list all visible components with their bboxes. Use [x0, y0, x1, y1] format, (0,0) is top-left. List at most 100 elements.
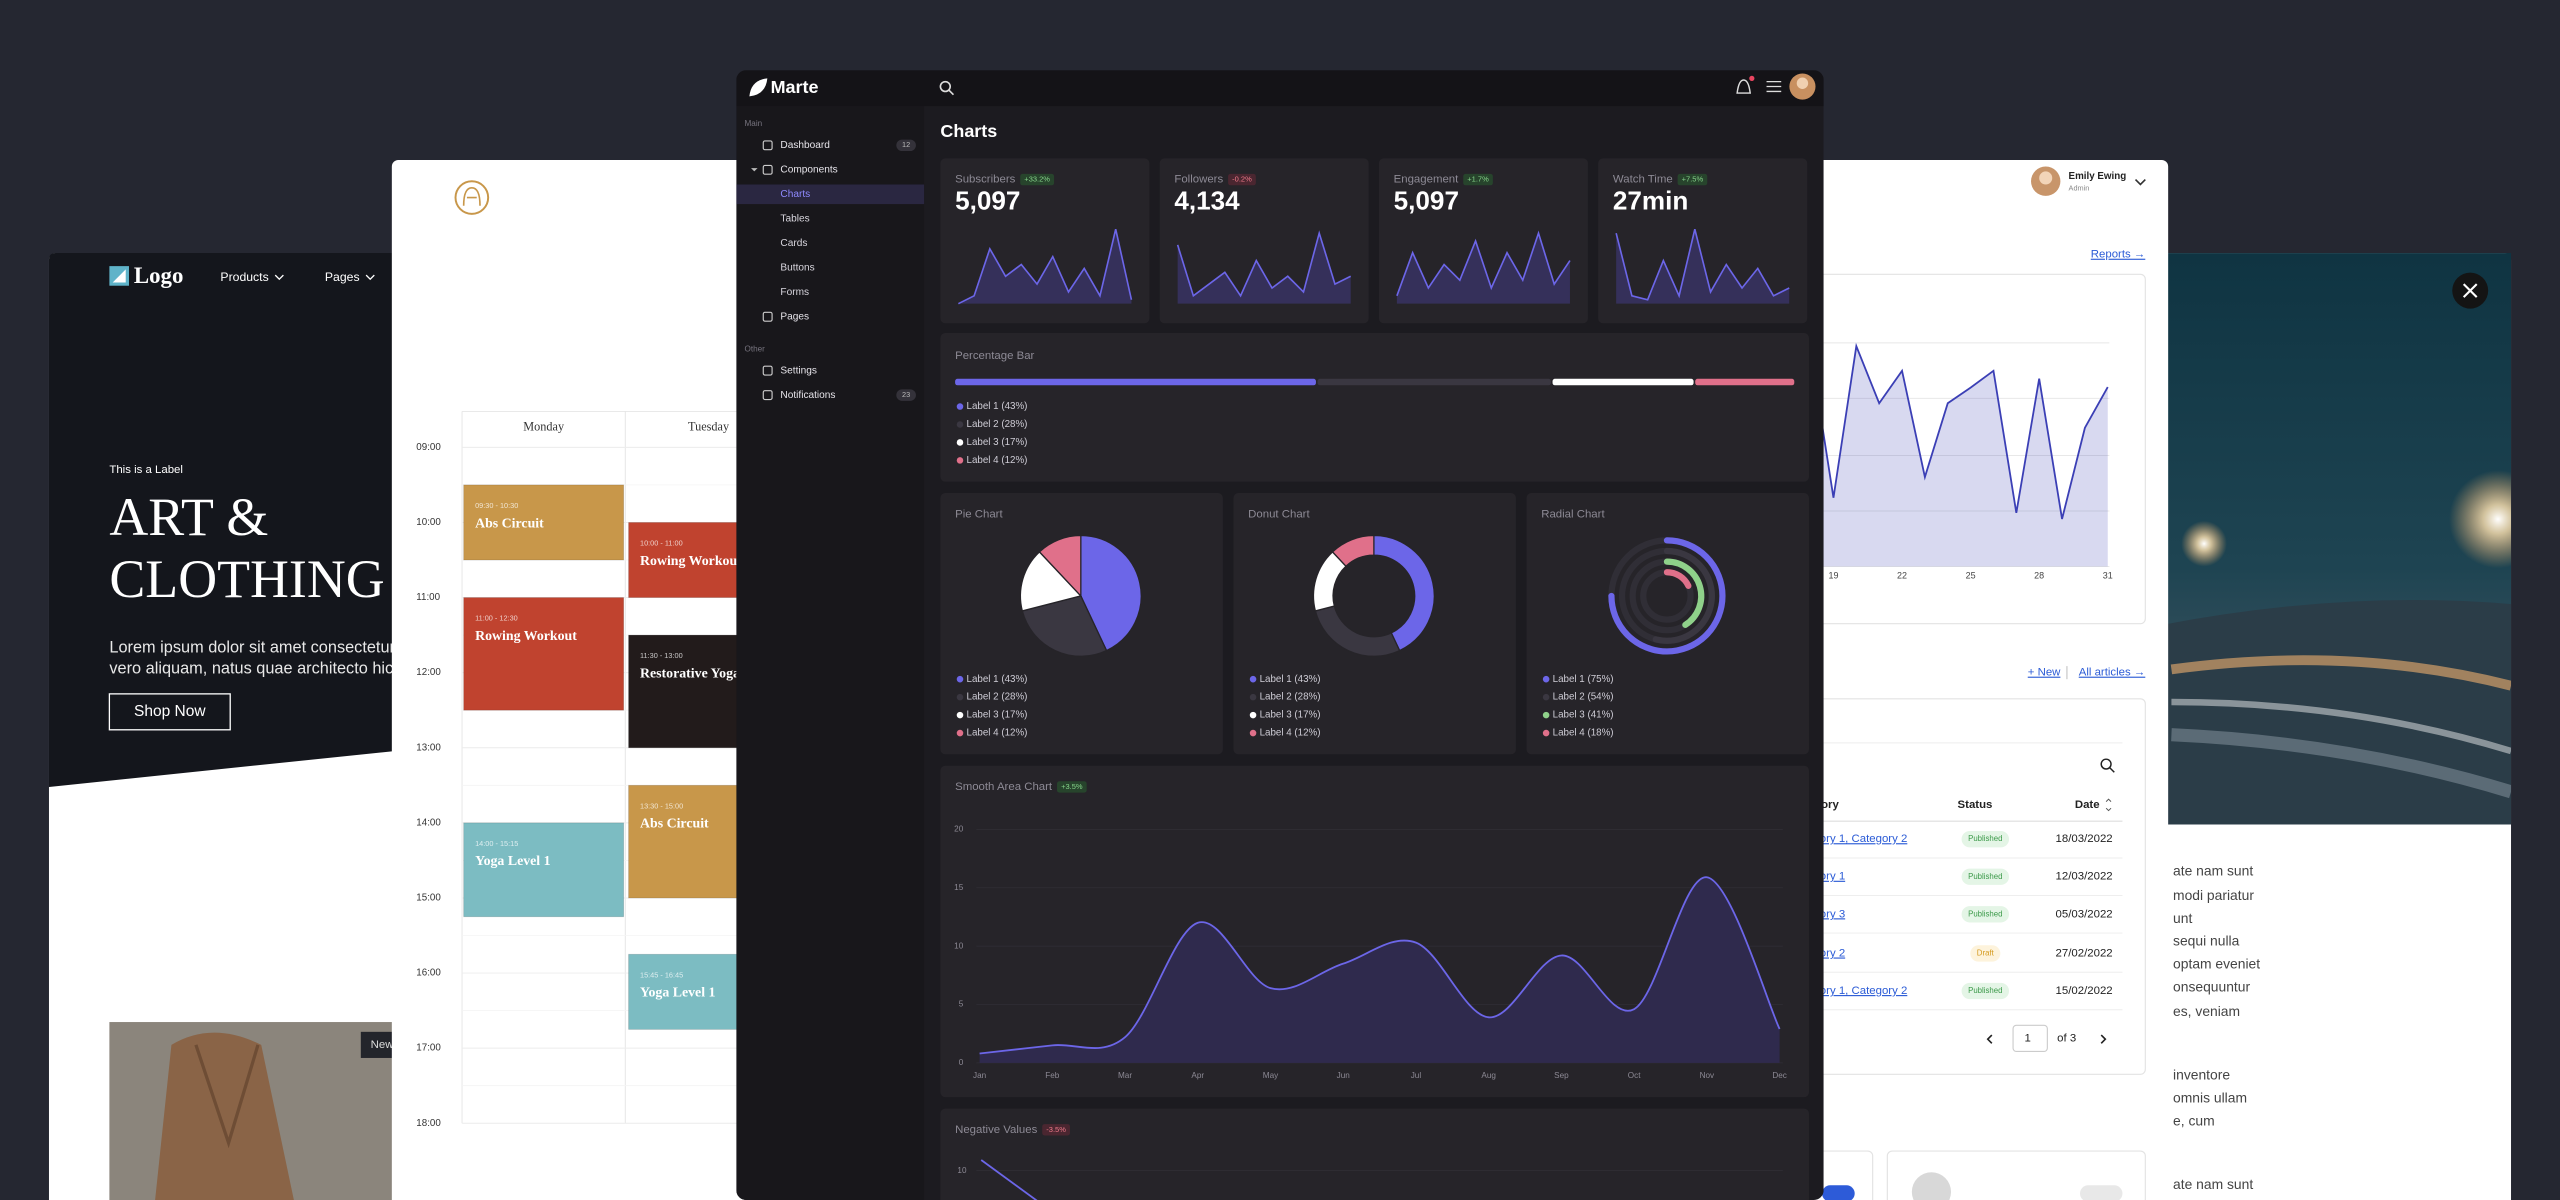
article-text: modi pariatur [2173, 887, 2254, 903]
card [1233, 493, 1516, 755]
event-title: Abs Circuit [640, 817, 709, 832]
nav-item[interactable]: Notifications [780, 390, 835, 401]
card-title: Followers [1174, 174, 1223, 186]
legend-label: Label 4 (18%) [1553, 728, 1614, 739]
article-site: ate nam sunt modi pariatur unt sequi nulla o… [2106, 253, 2512, 1200]
status-badge-bg [1961, 906, 2010, 923]
page-input[interactable] [2012, 1024, 2048, 1052]
prev-page[interactable] [1986, 1034, 1993, 1044]
card-avatar [1911, 1172, 1952, 1200]
event[interactable] [463, 484, 625, 561]
time-label: 14:00 [416, 817, 441, 828]
new-link[interactable]: + New [2028, 667, 2061, 679]
column-header: Status [1958, 799, 1993, 811]
x-tick-label: Mar [1118, 1071, 1132, 1080]
nav-chevron [274, 274, 284, 281]
legend-dot [956, 439, 964, 446]
x-tick-label: Apr [1191, 1071, 1204, 1080]
time-label: 13:00 [416, 742, 441, 753]
event-title: Abs Circuit [475, 516, 544, 531]
legend-label: Label 3 (41%) [1553, 710, 1614, 721]
shop-button-frame[interactable] [108, 693, 231, 731]
light-flare [2181, 520, 2227, 567]
article-text: optam eveniet [2173, 956, 2260, 972]
legend-dot [1542, 729, 1550, 737]
event-time: 13:30 - 15:00 [640, 801, 683, 810]
legend-label: Label 1 (43%) [1260, 674, 1321, 685]
reports-link[interactable]: Reports → [2091, 249, 2146, 261]
y-tick-label: 15 [954, 883, 964, 892]
area-line [979, 876, 1781, 1055]
date-cell: 18/03/2022 [2056, 833, 2113, 845]
stat-value: 5,097 [955, 185, 1020, 215]
hero-heading: ART & [109, 487, 268, 547]
time-label: 15:00 [416, 893, 441, 904]
nav-link[interactable]: Products [220, 270, 268, 284]
light-trail [2171, 698, 2512, 755]
hero-body: Lorem ipsum dolor sit amet consectetur [109, 638, 395, 656]
pie-slice [1080, 534, 1142, 652]
nav-subitem[interactable]: Charts [780, 189, 810, 200]
sparkline [1615, 229, 1790, 301]
nav-subitem[interactable]: Tables [780, 213, 809, 224]
card-title: Donut Chart [1248, 508, 1310, 520]
card [1526, 493, 1809, 755]
search-icon[interactable] [939, 80, 952, 93]
close-icon [2462, 283, 2478, 298]
nav-badge: 23 [902, 390, 910, 399]
nav-icon [762, 164, 773, 175]
x-tick-label: 22 [1897, 571, 1907, 581]
legend-label: Label 4 (12%) [1260, 728, 1321, 739]
sparkline [1396, 230, 1571, 297]
articles-link[interactable]: All articles → [2079, 667, 2146, 679]
nav-subitem[interactable]: Buttons [780, 262, 814, 273]
light-flare [2448, 470, 2512, 569]
bar-segment [1552, 378, 1694, 386]
nav-item[interactable]: Dashboard [780, 140, 829, 151]
hero-body: vero aliquam, natus quae architecto hic [109, 660, 393, 678]
time-label: 17:00 [416, 1043, 441, 1054]
settings-icon[interactable] [1766, 80, 1782, 93]
topbar [736, 70, 1824, 107]
light-trail [2171, 728, 2512, 799]
hero-label: This is a Label [109, 464, 183, 476]
nav-subitem[interactable]: Cards [780, 238, 807, 249]
x-tick-label: Jan [973, 1071, 986, 1080]
event[interactable] [463, 597, 625, 711]
nav-item[interactable]: Pages [780, 311, 809, 322]
user-avatar-face [2039, 171, 2053, 185]
shop-button[interactable]: Shop Now [134, 703, 206, 720]
legend-label: Label 3 (17%) [967, 437, 1028, 448]
active-highlight [736, 184, 925, 205]
nav-icon [762, 140, 773, 151]
bell-icon[interactable] [1736, 79, 1752, 94]
status-badge-bg [1961, 831, 2010, 848]
next-page[interactable] [2100, 1034, 2107, 1044]
sparkline [1176, 230, 1352, 298]
page-title: Charts [940, 121, 997, 141]
radial-arc [1663, 569, 1692, 589]
change-badge: +1.7% [1467, 175, 1489, 184]
toggle[interactable] [2080, 1185, 2123, 1200]
section-label: Main [744, 119, 762, 128]
nav-item[interactable]: Settings [780, 365, 817, 376]
sparkline [958, 229, 1133, 305]
nav-item[interactable]: Components [780, 164, 837, 175]
radial-arc [1652, 547, 1715, 644]
pie-slice [1019, 550, 1083, 612]
nav-link[interactable]: Pages [325, 270, 360, 284]
event[interactable] [463, 822, 625, 918]
table-search-icon[interactable] [2100, 758, 2112, 770]
toggle[interactable] [1822, 1185, 1855, 1200]
section-label: Other [744, 345, 765, 354]
legend-dot [956, 675, 964, 683]
stat-value: 27min [1613, 185, 1688, 215]
nav-subitem[interactable]: Forms [780, 287, 809, 298]
nav-icon [762, 365, 773, 376]
sparkline-area [1396, 233, 1570, 304]
event-title: Rowing Workout [475, 629, 577, 644]
column-header[interactable]: Date [2075, 799, 2100, 811]
change-badge-bg [1042, 1124, 1070, 1136]
